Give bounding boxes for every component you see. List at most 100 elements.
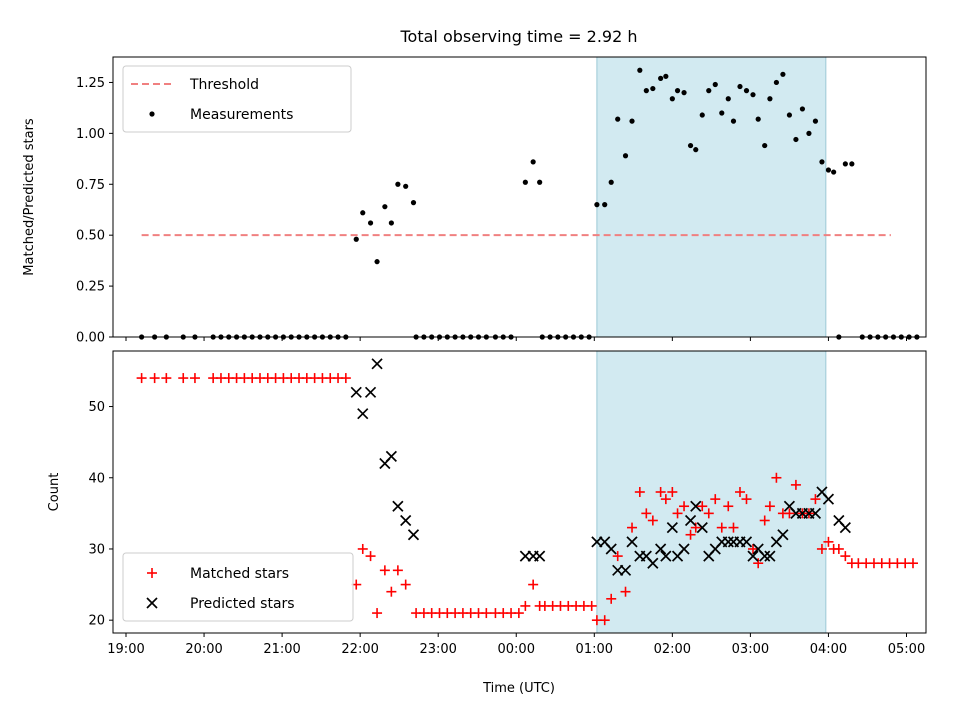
x-tick-label: 03:00 bbox=[732, 642, 769, 657]
predicted-star-point-b bbox=[783, 500, 796, 512]
predicted-star-point-b bbox=[599, 536, 611, 548]
measurement-point bbox=[799, 106, 806, 112]
x-tick-label: 19:00 bbox=[107, 642, 144, 657]
predicted-star-point-b bbox=[400, 514, 412, 527]
predicted-star-point bbox=[605, 543, 617, 555]
y-tick-label: 40 bbox=[88, 471, 105, 486]
measurement-point bbox=[537, 179, 543, 185]
predicted-star-point bbox=[759, 550, 771, 562]
measurement-point bbox=[360, 210, 366, 216]
y-tick-label: 0.25 bbox=[76, 280, 105, 295]
predicted-star-point-b bbox=[690, 500, 702, 512]
legend-predicted-swatch bbox=[146, 597, 158, 609]
predicted-star-point-b bbox=[407, 529, 420, 541]
y-tick-label: 20 bbox=[88, 614, 105, 629]
predicted-star-point bbox=[655, 543, 667, 555]
predicted-star-point bbox=[678, 543, 690, 555]
predicted-star-point-b bbox=[740, 536, 753, 548]
measurement-point bbox=[681, 90, 687, 96]
matched-star-point bbox=[816, 543, 827, 554]
measurement-point bbox=[780, 71, 786, 77]
predicted-star-point-b bbox=[696, 522, 708, 534]
measurement-point bbox=[594, 202, 600, 208]
predicted-star-point bbox=[534, 550, 546, 562]
predicted-star-point bbox=[364, 386, 377, 398]
legend-matched-label: Matched stars bbox=[190, 566, 289, 582]
matched-star-point bbox=[823, 536, 834, 547]
matched-star-point bbox=[481, 608, 492, 619]
measurement-point bbox=[786, 112, 793, 118]
y-tick-label: 1.00 bbox=[76, 127, 105, 142]
legend-predicted-swatch-b bbox=[146, 597, 158, 609]
y-axis-label: Count bbox=[47, 473, 62, 512]
measurement-point bbox=[410, 200, 417, 206]
predicted-star-point-b bbox=[619, 564, 632, 576]
axes-frame bbox=[112, 350, 927, 634]
measurement-point bbox=[725, 96, 731, 102]
matched-star-point bbox=[667, 487, 678, 497]
matched-star-point bbox=[690, 522, 701, 533]
legend-box bbox=[122, 65, 352, 133]
y-tick-label: 30 bbox=[88, 542, 105, 557]
measurement-point bbox=[719, 110, 725, 116]
measurement-point bbox=[743, 88, 750, 94]
measurement-point bbox=[658, 75, 664, 81]
predicted-star-point bbox=[777, 529, 789, 541]
predicted-star-point-b bbox=[660, 550, 672, 562]
predicted-star-point bbox=[400, 514, 412, 527]
measurement-point bbox=[382, 204, 388, 210]
predicted-star-point-b bbox=[385, 450, 397, 462]
x-tick-label: 20:00 bbox=[185, 642, 222, 657]
matched-star-point bbox=[747, 543, 758, 554]
x-axis-label: Time (UTC) bbox=[482, 681, 555, 696]
legend-measurements-swatch bbox=[149, 111, 155, 117]
predicted-star-point bbox=[764, 550, 776, 562]
x-tick-label: 01:00 bbox=[576, 642, 613, 657]
matched-star-point bbox=[741, 494, 752, 505]
predicted-star-point bbox=[619, 564, 632, 576]
matched-star-point bbox=[728, 522, 739, 533]
measurement-point bbox=[530, 159, 536, 165]
matched-star-point bbox=[716, 522, 727, 533]
matched-star-point bbox=[178, 373, 189, 384]
x-tick-label: 21:00 bbox=[263, 642, 300, 657]
measurement-point bbox=[674, 88, 681, 94]
matched-star-point bbox=[703, 508, 714, 519]
predicted-star-point-b bbox=[747, 550, 759, 562]
predicted-star-point bbox=[647, 557, 659, 569]
predicted-star-point-b bbox=[764, 550, 776, 562]
predicted-star-point-b bbox=[640, 550, 652, 562]
measurement-point bbox=[608, 179, 614, 185]
measurement-point bbox=[849, 161, 855, 167]
measurement-point bbox=[663, 73, 669, 79]
y-tick-label: 0.75 bbox=[76, 178, 105, 193]
predicted-star-point bbox=[684, 514, 697, 527]
measurement-point bbox=[767, 96, 773, 102]
matched-star-point bbox=[840, 551, 851, 562]
predicted-star-point-b bbox=[647, 557, 659, 569]
predicted-star-point-b bbox=[626, 536, 638, 548]
measurement-point bbox=[650, 85, 656, 92]
matched-star-point bbox=[149, 373, 160, 384]
measurement-point bbox=[750, 92, 756, 98]
predicted-star-point-b bbox=[655, 543, 667, 555]
matched-star-point bbox=[612, 551, 623, 562]
measurement-point bbox=[374, 259, 380, 265]
predicted-star-point-b bbox=[357, 408, 369, 420]
matched-star-point bbox=[136, 373, 147, 384]
matched-star-point bbox=[392, 565, 403, 576]
matched-star-point bbox=[606, 593, 617, 604]
measurement-point bbox=[842, 161, 848, 167]
y-tick-label: 1.25 bbox=[76, 76, 105, 91]
x-tick-label: 05:00 bbox=[888, 642, 925, 657]
measurement-point bbox=[755, 116, 761, 122]
matched-star-point bbox=[697, 501, 708, 512]
predicted-star-point bbox=[660, 550, 672, 562]
predicted-star-point-b bbox=[364, 386, 377, 398]
matched-star-point bbox=[753, 558, 764, 569]
measurement-point bbox=[706, 88, 712, 94]
x-tick-label: 23:00 bbox=[419, 642, 456, 657]
predicted-star-point bbox=[696, 522, 708, 534]
predicted-star-point bbox=[666, 522, 678, 534]
predicted-star-point bbox=[350, 386, 362, 398]
